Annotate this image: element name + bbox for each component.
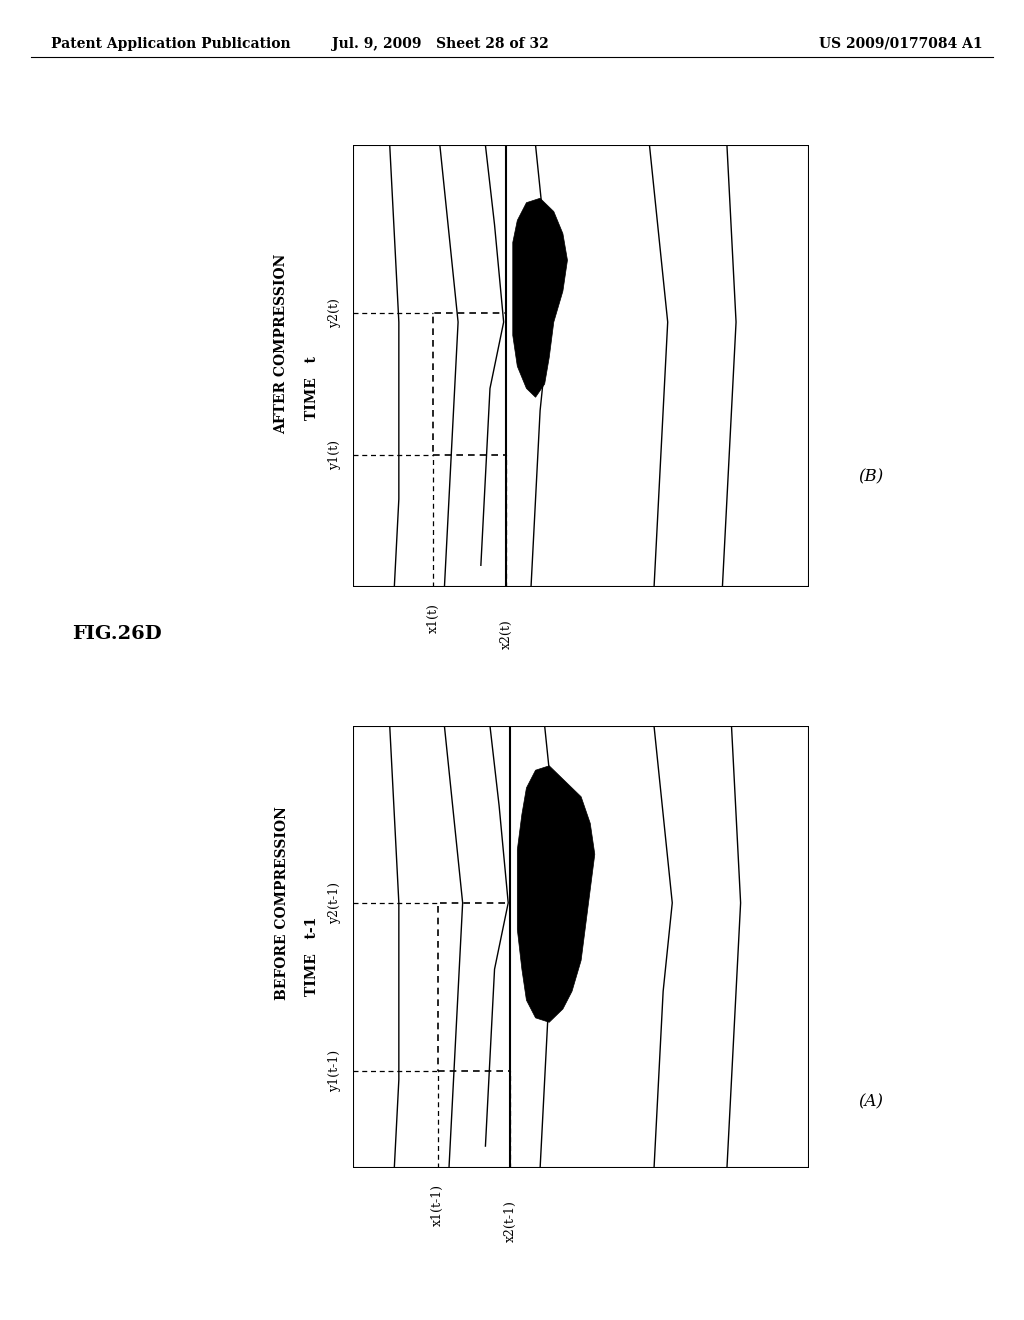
Text: TIME   t-1: TIME t-1 [305, 916, 319, 995]
Text: FIG.26D: FIG.26D [72, 624, 162, 643]
Text: BEFORE COMPRESSION: BEFORE COMPRESSION [274, 807, 289, 999]
Polygon shape [517, 766, 595, 1022]
Bar [433, 313, 506, 454]
Text: US 2009/0177084 A1: US 2009/0177084 A1 [819, 37, 983, 51]
Text: Jul. 9, 2009   Sheet 28 of 32: Jul. 9, 2009 Sheet 28 of 32 [332, 37, 549, 51]
Text: x2(t): x2(t) [500, 619, 512, 649]
Text: y2(t-1): y2(t-1) [328, 882, 341, 924]
Text: (B): (B) [858, 469, 883, 486]
Text: x1(t): x1(t) [427, 603, 439, 634]
Polygon shape [513, 198, 567, 397]
Text: y1(t-1): y1(t-1) [328, 1049, 341, 1092]
Text: y1(t): y1(t) [328, 440, 341, 470]
Text: Patent Application Publication: Patent Application Publication [51, 37, 291, 51]
Text: x2(t-1): x2(t-1) [504, 1200, 517, 1242]
Text: AFTER COMPRESSION: AFTER COMPRESSION [274, 253, 289, 434]
Text: (A): (A) [858, 1093, 883, 1110]
Text: TIME   t: TIME t [305, 356, 319, 420]
Text: x1(t-1): x1(t-1) [431, 1184, 444, 1226]
Bar [437, 903, 511, 1071]
Text: y2(t): y2(t) [328, 298, 341, 329]
